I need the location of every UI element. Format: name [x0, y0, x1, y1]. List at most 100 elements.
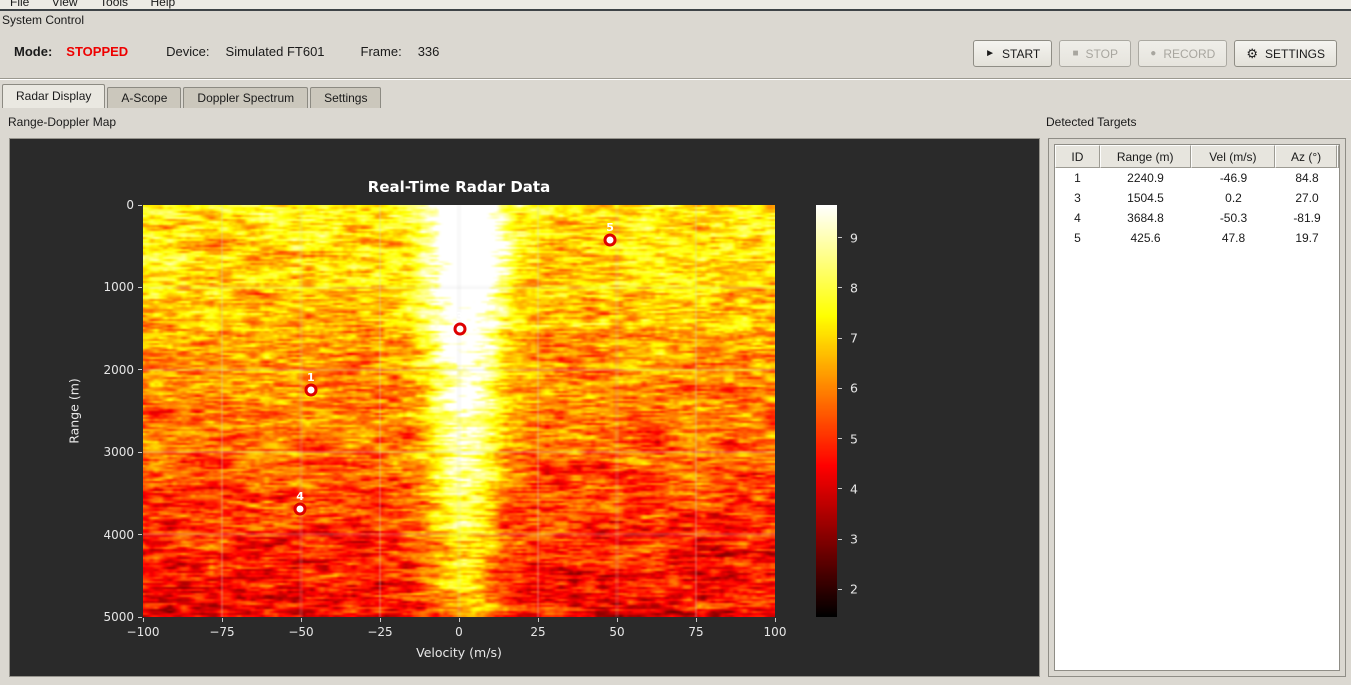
target-cell: 3684.8 — [1127, 211, 1164, 225]
target-row[interactable]: 1 2240.9 -46.9 84.8 — [1055, 168, 1339, 188]
frame-value: 336 — [417, 44, 440, 59]
start-button-label: START — [1002, 46, 1041, 61]
colorbar-tick-label: 9 — [850, 230, 858, 246]
colorbar-tick-mark — [838, 237, 842, 239]
x-tick-mark — [774, 618, 776, 622]
tab-settings[interactable]: Settings — [310, 87, 382, 108]
y-tick-label: 3000 — [103, 445, 134, 460]
targets-header-cell[interactable]: Vel (m/s) — [1190, 145, 1276, 168]
detected-targets-label: Detected Targets — [1046, 115, 1137, 129]
x-tick-mark — [300, 618, 302, 622]
device-label: Device: — [166, 44, 210, 59]
menu-help[interactable]: Help — [150, 0, 176, 9]
target-row[interactable]: 4 3684.8 -50.3 -81.9 — [1055, 208, 1339, 228]
target-marker-label: 5 — [606, 221, 614, 235]
colorbar-tick-label: 2 — [850, 581, 858, 597]
target-cell: 2240.9 — [1127, 171, 1164, 185]
targets-header-cell[interactable]: ID — [1055, 145, 1100, 168]
target-cell: 3 — [1074, 191, 1081, 205]
device-value: Simulated FT601 — [225, 44, 325, 59]
colorbar-tick-mark — [838, 488, 842, 490]
targets-table-body: 1 2240.9 -46.9 84.8 3 1504.5 0.2 27.0 4 3684.8 -50… — [1055, 168, 1339, 248]
y-tick-label: 4000 — [103, 527, 134, 542]
target-marker-label: 3 — [455, 309, 464, 323]
record-icon: ● — [1150, 47, 1157, 59]
tab-radar-display[interactable]: Radar Display — [2, 84, 106, 108]
target-cell: 425.6 — [1130, 231, 1161, 245]
y-tick-label: 5000 — [103, 610, 134, 624]
tab-bar: Radar Display A-Scope Doppler Spectrum S… — [2, 84, 383, 108]
target-cell: 0.2 — [1225, 191, 1242, 205]
y-tick-label: 1000 — [103, 280, 134, 295]
colorbar-tick-label: 6 — [850, 380, 858, 396]
system-control-title: System Control — [2, 13, 85, 27]
targets-header-filler — [1337, 145, 1339, 168]
x-tick-label: −50 — [288, 625, 314, 639]
menu-view[interactable]: View — [51, 0, 78, 9]
x-tick-mark — [379, 618, 381, 622]
target-cell: 27.0 — [1295, 191, 1319, 205]
colorbar-tick-label: 4 — [850, 481, 858, 497]
target-row[interactable]: 3 1504.5 0.2 27.0 — [1055, 188, 1339, 208]
y-tick-mark — [138, 616, 142, 618]
colorbar-tick-mark — [838, 387, 842, 389]
mode-label: Mode: — [14, 44, 53, 59]
x-tick-mark — [221, 618, 223, 622]
colorbar-tick-mark — [838, 337, 842, 339]
menu-tools[interactable]: Tools — [100, 0, 129, 9]
x-tick-label: 25 — [530, 625, 546, 639]
target-cell: 47.8 — [1221, 231, 1246, 245]
colorbar-tick-mark — [838, 538, 842, 540]
settings-button-label: SETTINGS — [1264, 46, 1325, 61]
target-marker — [603, 233, 617, 247]
x-tick-label: −100 — [126, 625, 160, 639]
range-doppler-heatmap — [143, 205, 775, 617]
targets-header-cell[interactable]: Range (m) — [1099, 145, 1191, 168]
colorbar-tick-mark — [838, 287, 842, 289]
target-cell: 5 — [1074, 231, 1081, 245]
x-tick-mark — [616, 618, 618, 622]
target-cell: -81.9 — [1293, 211, 1321, 225]
x-tick-label: −75 — [209, 625, 235, 639]
x-tick-mark — [537, 618, 539, 622]
status-row: Mode: STOPPED Device: Simulated FT601 Fr… — [14, 44, 439, 59]
colorbar-tick-label: 5 — [850, 431, 858, 447]
x-axis-label: Velocity (m/s) — [416, 645, 502, 660]
y-tick-mark — [138, 204, 142, 206]
gear-icon: ⚙ — [1246, 46, 1258, 61]
x-tick-label: −25 — [367, 625, 393, 639]
tab-doppler-spectrum[interactable]: Doppler Spectrum — [183, 87, 309, 108]
record-button-label: RECORD — [1163, 46, 1216, 61]
record-button: ● RECORD — [1138, 40, 1228, 67]
y-tick-mark — [138, 369, 142, 371]
plot-title: Real-Time Radar Data — [367, 178, 551, 196]
mode-value: STOPPED — [66, 44, 129, 59]
play-icon: ► — [985, 47, 996, 59]
stop-icon: ■ — [1072, 47, 1079, 59]
control-buttons: ► START ■ STOP ● RECORD ⚙ SETTINGS — [973, 40, 1337, 67]
menu-file[interactable]: File — [10, 0, 30, 9]
y-tick-label: 2000 — [103, 362, 134, 377]
x-tick-label: 0 — [455, 625, 463, 639]
tab-a-scope[interactable]: A-Scope — [107, 87, 182, 108]
targets-header-cell[interactable]: Az (°) — [1275, 145, 1337, 168]
settings-button[interactable]: ⚙ SETTINGS — [1234, 40, 1337, 67]
target-cell: 4 — [1074, 211, 1081, 225]
target-cell: 1 — [1074, 171, 1081, 185]
target-cell: 84.8 — [1295, 171, 1319, 185]
targets-table-header: ID Range (m) Vel (m/s) Az (°) — [1055, 145, 1339, 168]
colorbar-tick-label: 3 — [850, 531, 858, 547]
colorbar-tick-label: 8 — [850, 280, 858, 296]
stop-button: ■ STOP — [1059, 40, 1132, 67]
start-button[interactable]: ► START — [973, 40, 1053, 67]
target-row[interactable]: 5 425.6 47.8 19.7 — [1055, 228, 1339, 248]
y-tick-mark — [138, 286, 142, 288]
colorbar-tick-mark — [838, 588, 842, 590]
target-marker-label: 1 — [306, 370, 315, 384]
x-tick-mark — [142, 618, 144, 622]
colorbar — [816, 205, 837, 617]
menu-bar: File View Tools Help — [0, 0, 1351, 11]
colorbar-tick-mark — [838, 438, 842, 440]
range-doppler-map-label: Range-Doppler Map — [8, 115, 117, 129]
